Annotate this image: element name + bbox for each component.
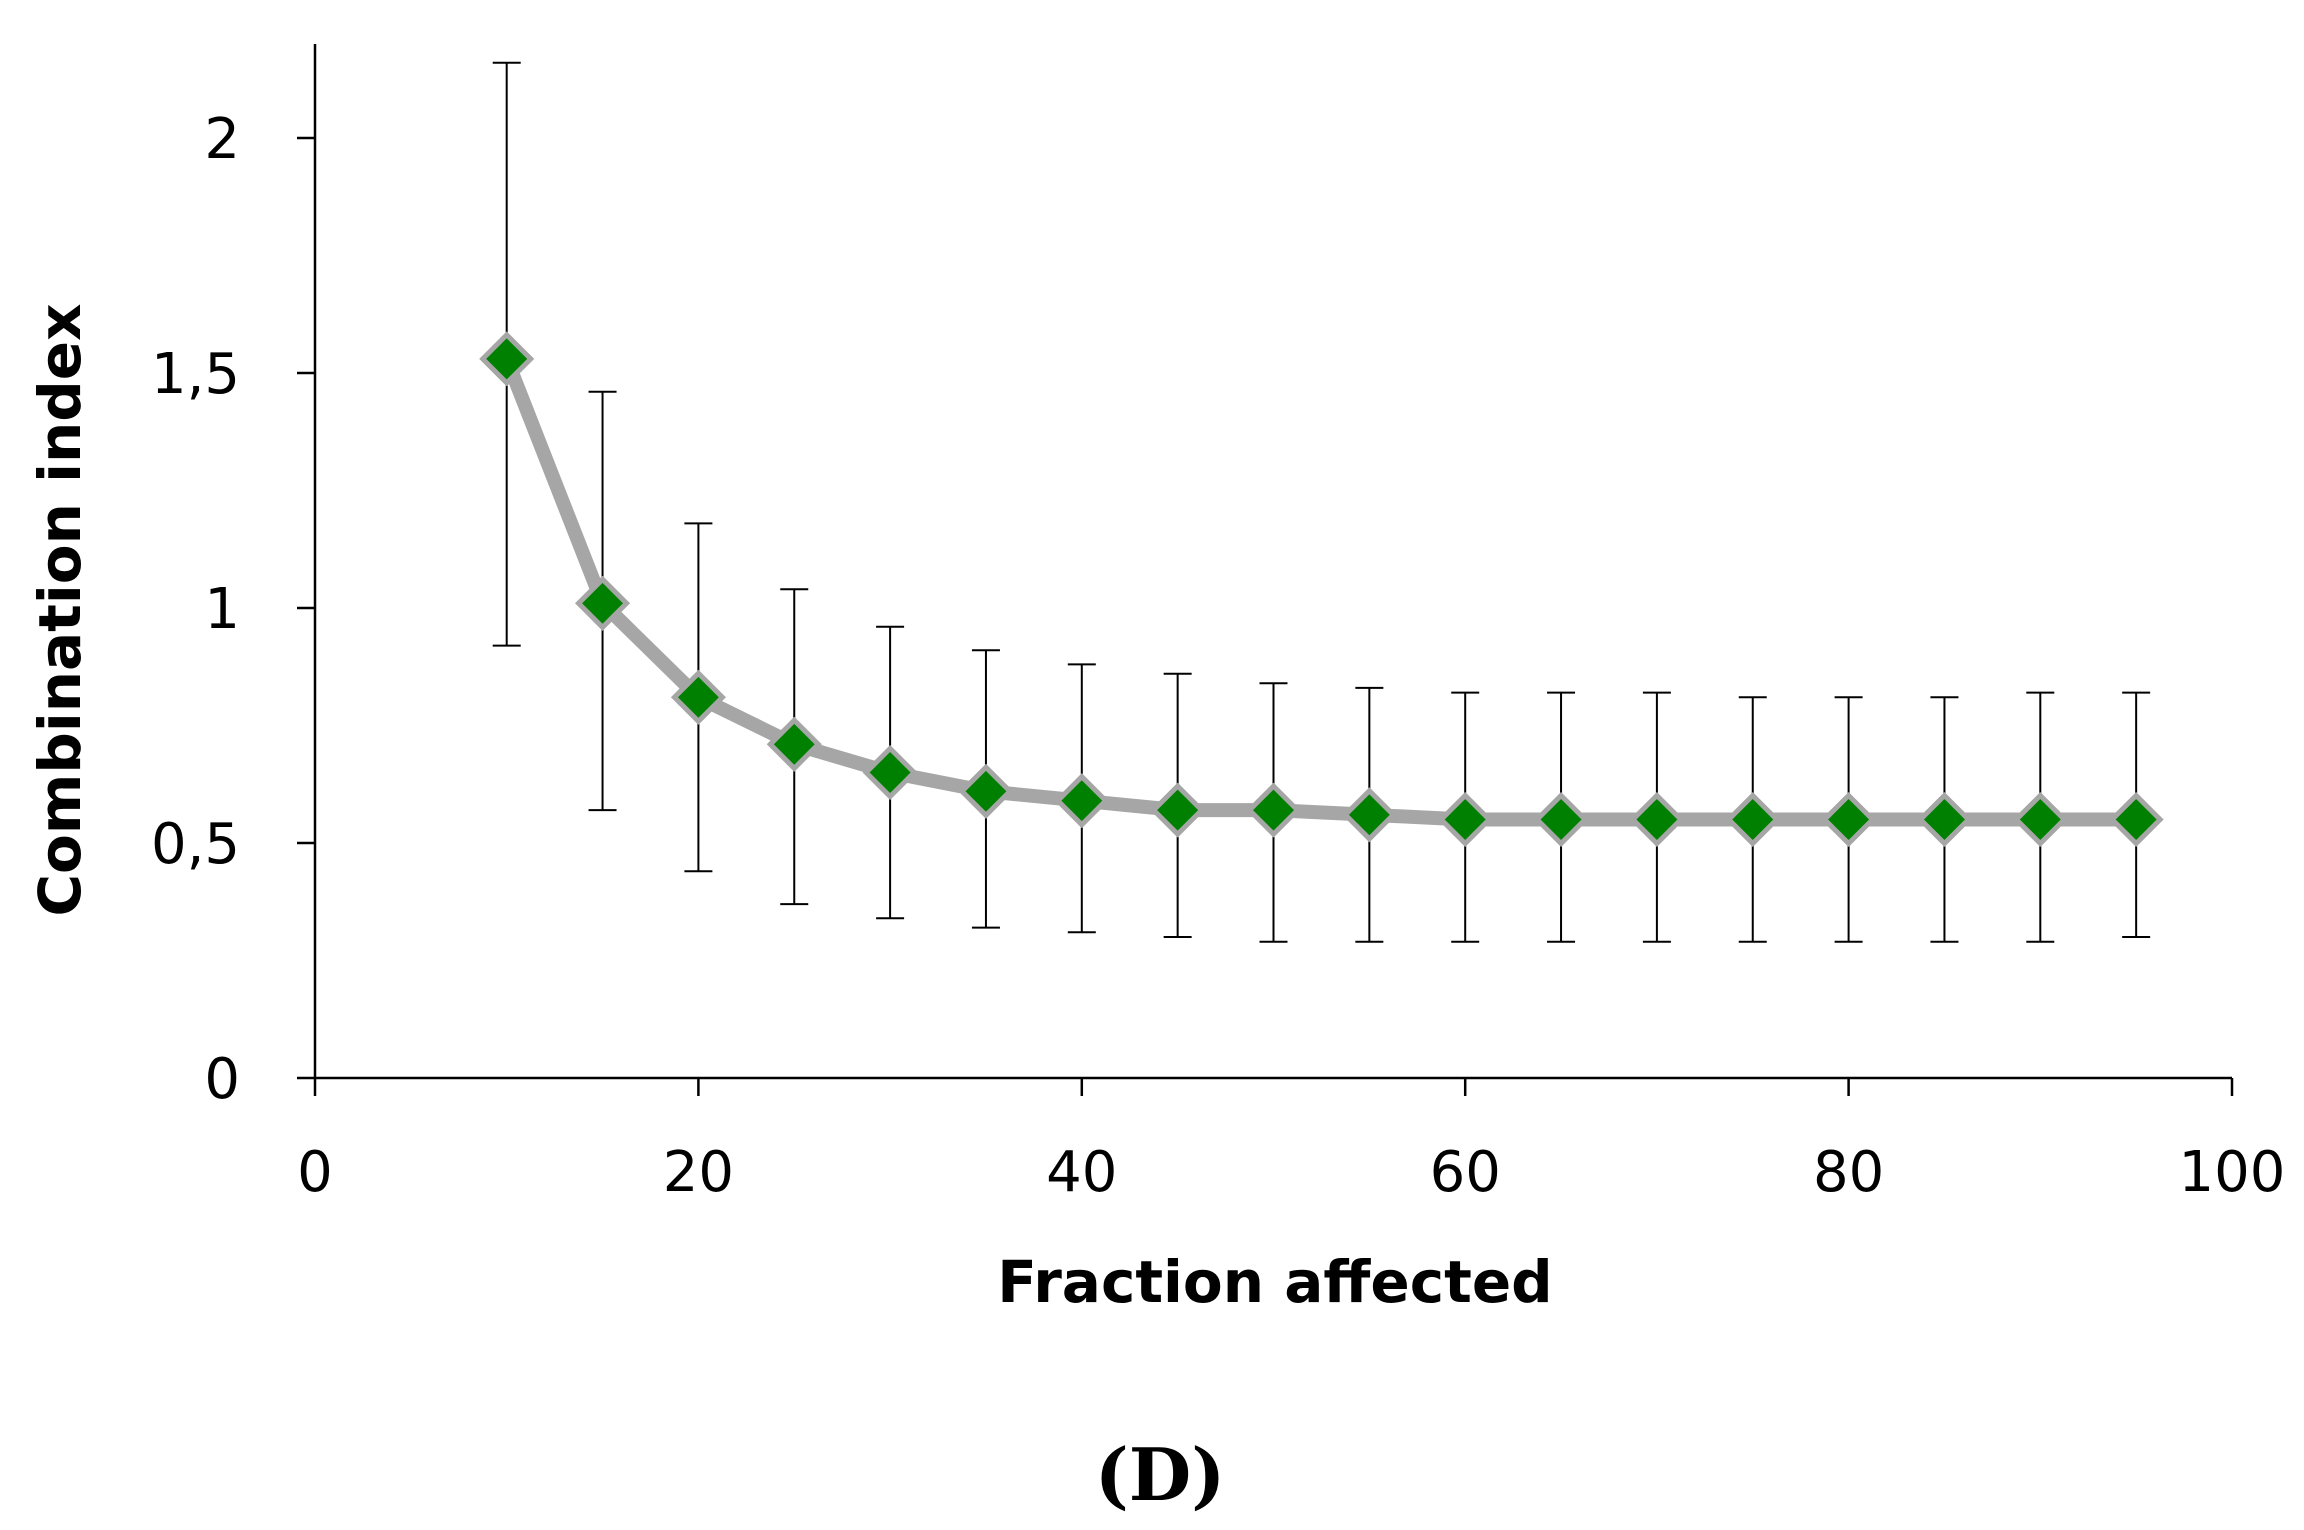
data-point-marker [1150,782,1206,838]
y-tick-label: 1 [204,577,240,642]
y-tick-label: 0,5 [151,812,240,877]
data-point-marker [1629,791,1685,848]
y-axis-title: Combination index [26,303,94,916]
data-point-marker [1054,773,1110,829]
data-markers [479,331,2164,848]
data-point-marker [1533,791,1589,848]
data-point-marker [1725,791,1781,848]
series-line-layer [499,351,2144,827]
series-line [499,351,2144,827]
data-point-marker [1245,782,1302,838]
data-point-marker [862,744,918,801]
x-axis-title: Fraction affected [997,1248,1552,1316]
data-point-marker [1821,791,1877,848]
data-point-marker [766,716,822,772]
y-tick-label: 2 [204,107,240,172]
x-tick-label: 80 [1813,1140,1884,1205]
x-tick-label: 100 [2179,1140,2286,1205]
data-point-marker [958,763,1014,819]
x-tick-label: 20 [663,1140,734,1205]
data-point-marker [1437,791,1493,848]
labels: Fraction affected Combination index (D) [26,303,1553,1517]
data-point-marker [575,575,631,631]
data-point-marker [670,669,726,725]
data-point-marker [2108,791,2164,848]
panel-label: (D) [1095,1432,1226,1517]
y-tick-label: 0 [204,1047,240,1112]
x-tick-label: 40 [1046,1140,1117,1205]
data-point-marker [1341,787,1397,843]
data-point-marker [479,331,535,387]
x-tick-label: 0 [297,1140,333,1205]
x-tick-label: 60 [1430,1140,1501,1205]
y-tick-label: 1,5 [151,342,240,407]
axes: 00,511,520 20 40 60 80 100 [151,44,2286,1205]
data-point-marker [1916,791,1972,848]
data-point-marker [2012,791,2068,848]
